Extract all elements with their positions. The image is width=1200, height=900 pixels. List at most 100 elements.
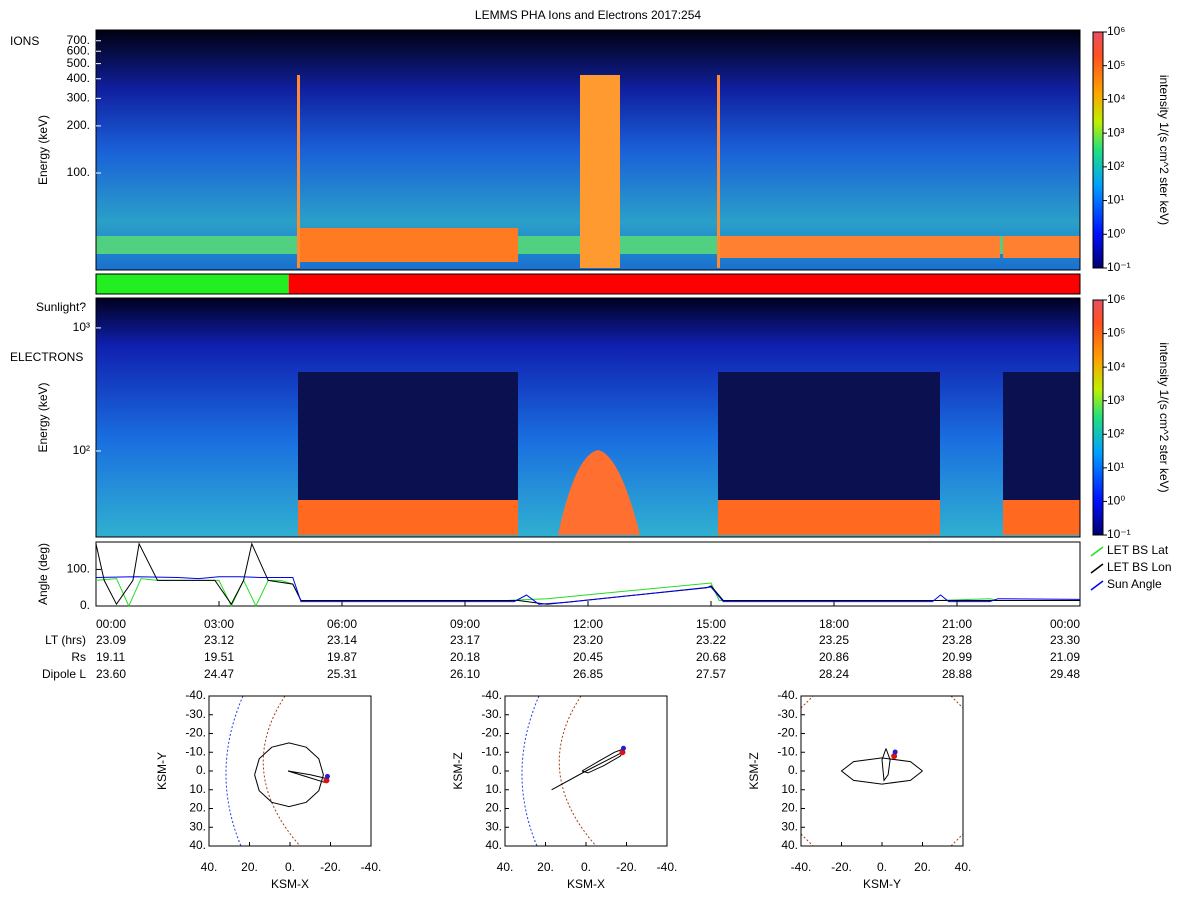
y-axis-title: KSM-Y	[155, 752, 169, 790]
spectrogram-band	[558, 450, 640, 535]
x-tick-label: 20.	[914, 860, 931, 874]
sunlight-segment	[288, 274, 1080, 294]
panel-label: ELECTRONS	[10, 350, 83, 364]
y-tick-label: 10.	[189, 782, 206, 796]
timeline-label: Sunlight?	[36, 300, 86, 314]
x-tick-label: 00:00	[96, 617, 126, 631]
model-boundaries	[225, 695, 964, 847]
colorbar-tick-label: 10¹	[1107, 460, 1124, 474]
x-tick-label: -20.	[616, 860, 637, 874]
y-tick-label: 10.	[485, 782, 502, 796]
row-value: 25.31	[327, 667, 357, 681]
y-tick-label: 10.	[781, 782, 798, 796]
orbit-track	[287, 770, 328, 783]
magnetopause	[225, 695, 244, 847]
y-tick-label: -40.	[777, 688, 798, 702]
row-value: 23.25	[819, 633, 849, 647]
colorbar-tick-label: 10²	[1107, 426, 1124, 440]
colorbar-title: intensity 1/(s cm^2 ster keV)	[1157, 342, 1171, 492]
bow-shock	[558, 695, 597, 847]
x-tick-label: -20.	[831, 860, 852, 874]
x-tick-label: 40.	[497, 860, 514, 874]
x-tick-label: 18:00	[819, 617, 849, 631]
row-value: 24.47	[204, 667, 234, 681]
row-value: 23.60	[96, 667, 126, 681]
x-tick-label: 21:00	[942, 617, 972, 631]
bow-shock	[800, 695, 964, 847]
spacecraft-position	[323, 777, 330, 784]
angle-line	[95, 576, 1081, 605]
spectrogram-band	[297, 75, 300, 268]
y-tick-label: 0.	[492, 763, 502, 777]
orbit-track	[881, 748, 891, 782]
row-value: 23.22	[696, 633, 726, 647]
row-value: 23.20	[573, 633, 603, 647]
orbit-orbit	[840, 757, 923, 785]
y-tick-label: 40.	[781, 838, 798, 852]
x-tick-label: 0.	[285, 860, 295, 874]
y-tick-label: -20.	[185, 726, 206, 740]
x-tick-label: -40.	[361, 860, 382, 874]
y-tick-label: 200.	[67, 118, 90, 132]
y-tick-label: 20.	[781, 801, 798, 815]
y-tick-label: 30.	[781, 819, 798, 833]
row-value: 23.14	[327, 633, 357, 647]
colorbar-tick-label: 10⁵	[1107, 326, 1125, 340]
y-tick-label: 10²	[73, 443, 90, 457]
y-axis-title: Energy (keV)	[36, 115, 50, 185]
y-tick-label: -30.	[481, 707, 502, 721]
y-axis-title: KSM-Z	[451, 752, 465, 789]
spectrogram-band	[717, 75, 720, 268]
colorbar-tick-label: 10³	[1107, 393, 1124, 407]
y-tick-label: -30.	[185, 707, 206, 721]
y-tick-label: 20.	[485, 801, 502, 815]
legend-swatch	[1090, 546, 1104, 557]
orbit-frame	[800, 695, 964, 847]
orbit-orbit	[254, 742, 324, 808]
spacecraft-position	[891, 753, 898, 759]
spectrogram-band	[720, 236, 1000, 258]
plot-frame	[95, 29, 1081, 271]
x-tick-label: 40.	[955, 860, 972, 874]
x-tick-label: -20.	[320, 860, 341, 874]
x-axis-title: KSM-Y	[863, 877, 901, 891]
y-tick-label: -10.	[481, 744, 502, 758]
colorbar-tick-label: 10⁴	[1107, 359, 1126, 373]
y-tick-label: 400.	[67, 71, 90, 85]
colorbar-tick-label: 10⁻¹	[1107, 260, 1131, 274]
plot-frame	[95, 541, 1081, 607]
y-tick-label: 500.	[67, 56, 90, 70]
row-value: 19.51	[204, 650, 234, 664]
colorbar-tick-label: 10⁵	[1107, 58, 1125, 72]
chart-title: LEMMS PHA Ions and Electrons 2017:254	[475, 8, 701, 22]
x-tick-label: 0.	[581, 860, 591, 874]
chart-layer: LEMMS PHA Ions and Electrons 2017:254 ION…	[10, 8, 1172, 891]
row-value: 20.45	[573, 650, 603, 664]
row-value: 23.28	[942, 633, 972, 647]
electron-spectrogram	[96, 298, 1080, 537]
spectrogram-band	[1003, 372, 1080, 502]
y-axis-title: Angle (deg)	[36, 543, 50, 605]
y-tick-label: -30.	[777, 707, 798, 721]
row-value: 23.17	[450, 633, 480, 647]
x-tick-label: 20.	[537, 860, 554, 874]
x-tick-label: 40.	[201, 860, 218, 874]
row-value: 20.99	[942, 650, 972, 664]
x-tick-label: 00:00	[1050, 617, 1080, 631]
row-label: Rs	[71, 650, 86, 664]
x-tick-label: 06:00	[327, 617, 357, 631]
row-value: 29.48	[1050, 667, 1080, 681]
x-tick-label: 20.	[241, 860, 258, 874]
x-tick-label: -40.	[791, 860, 812, 874]
colorbar	[1092, 299, 1104, 536]
y-tick-label: -20.	[481, 726, 502, 740]
row-value: 26.10	[450, 667, 480, 681]
colorbar-tick-label: 10²	[1107, 159, 1124, 173]
spacecraft-marker	[620, 745, 626, 751]
colorbar-tick-label: 10⁴	[1107, 92, 1126, 106]
timeline-frame	[95, 273, 1081, 295]
colorbar-tick-label: 10⁰	[1107, 494, 1125, 508]
orbit-track	[551, 751, 623, 791]
spectrogram-band	[298, 372, 518, 502]
